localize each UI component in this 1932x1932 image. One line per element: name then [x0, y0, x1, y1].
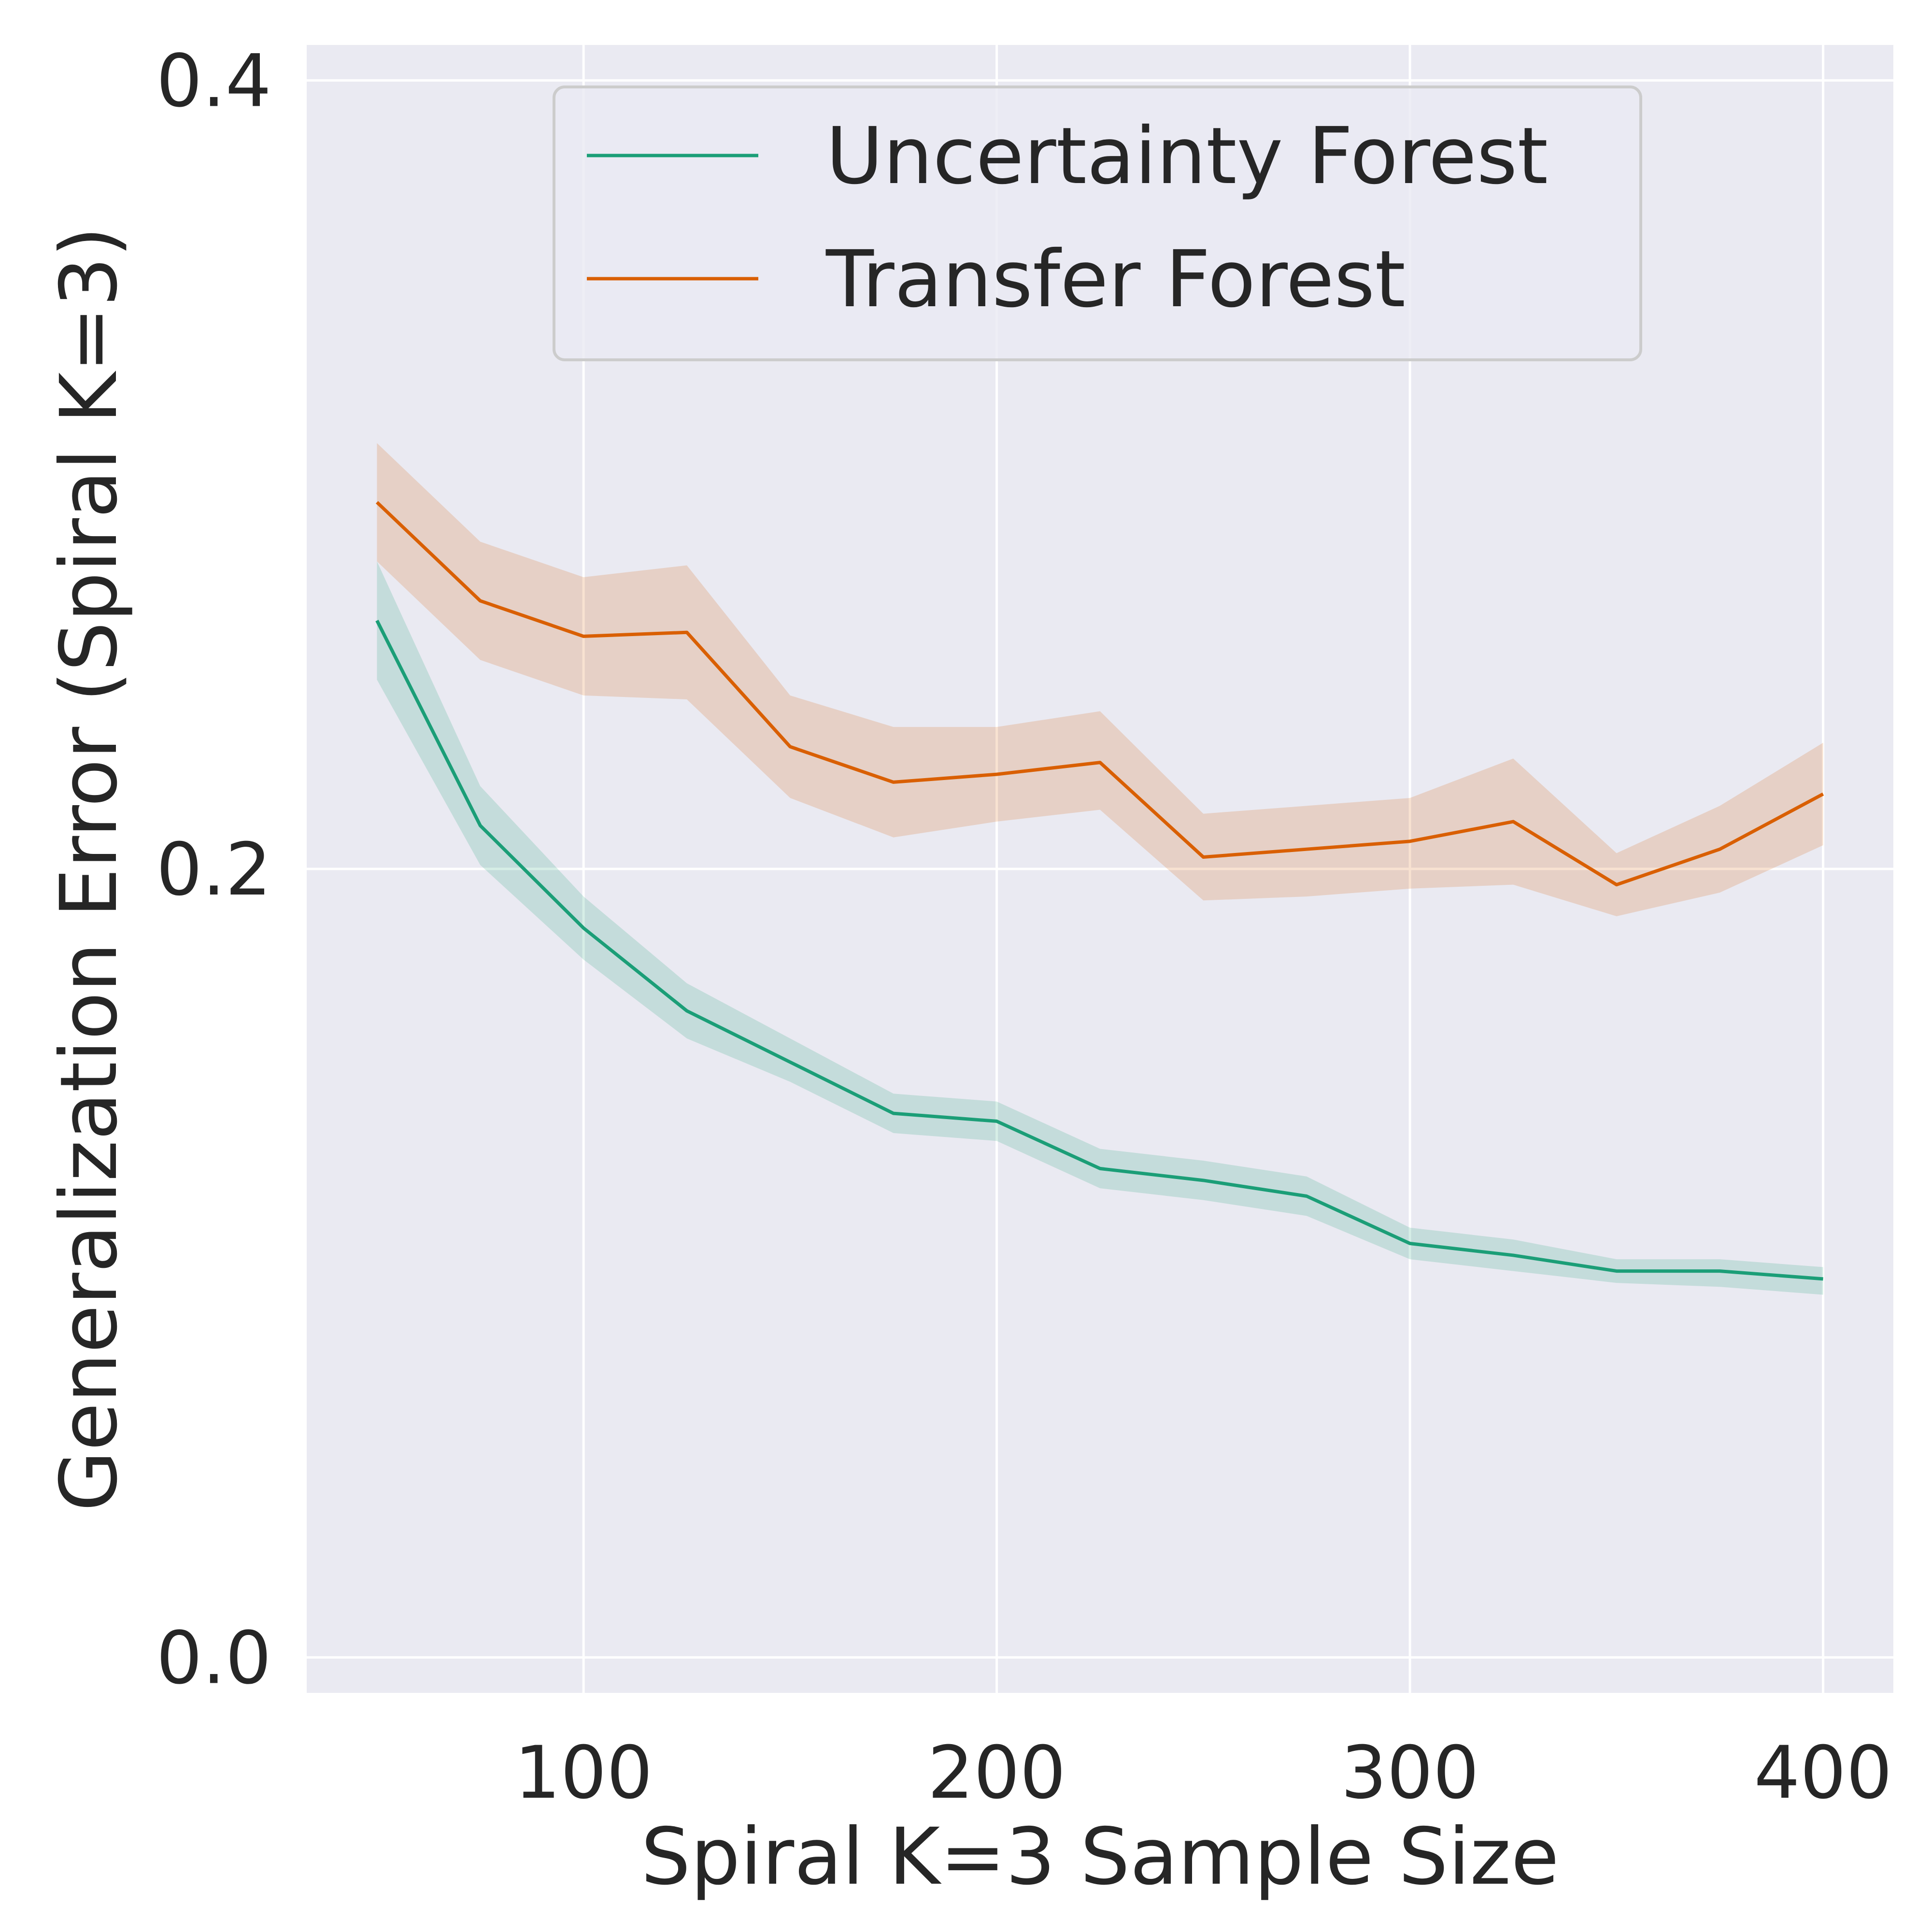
legend: Uncertainty Forest Transfer Forest: [553, 85, 1642, 361]
series-0-line: [375, 620, 1823, 1281]
x-tick-label: 200: [927, 1731, 1065, 1815]
x-axis-label: Spiral K=3 Sample Size: [641, 1812, 1559, 1903]
x-tick-label: 300: [1341, 1731, 1479, 1815]
legend-label-0: Uncertainty Forest: [826, 111, 1548, 202]
legend-label-1: Transfer Forest: [825, 234, 1406, 325]
series-lines: [375, 501, 1824, 1281]
y-tick-labels: 0.0 0.2 0.4: [156, 39, 271, 1700]
y-axis-label: Generalization Error (Spiral K=3): [44, 227, 135, 1511]
legend-box: [553, 85, 1642, 361]
y-tick-label: 0.4: [156, 39, 271, 123]
confidence-bands: [377, 443, 1823, 1295]
series-1-band: [377, 443, 1823, 916]
x-tick-label: 100: [514, 1731, 653, 1815]
x-tick-labels: 100 200 300 400: [514, 1731, 1892, 1815]
y-tick-label: 0.2: [156, 828, 271, 912]
x-tick-label: 400: [1754, 1731, 1892, 1815]
series-1-line: [376, 501, 1824, 887]
y-tick-label: 0.0: [156, 1617, 271, 1701]
